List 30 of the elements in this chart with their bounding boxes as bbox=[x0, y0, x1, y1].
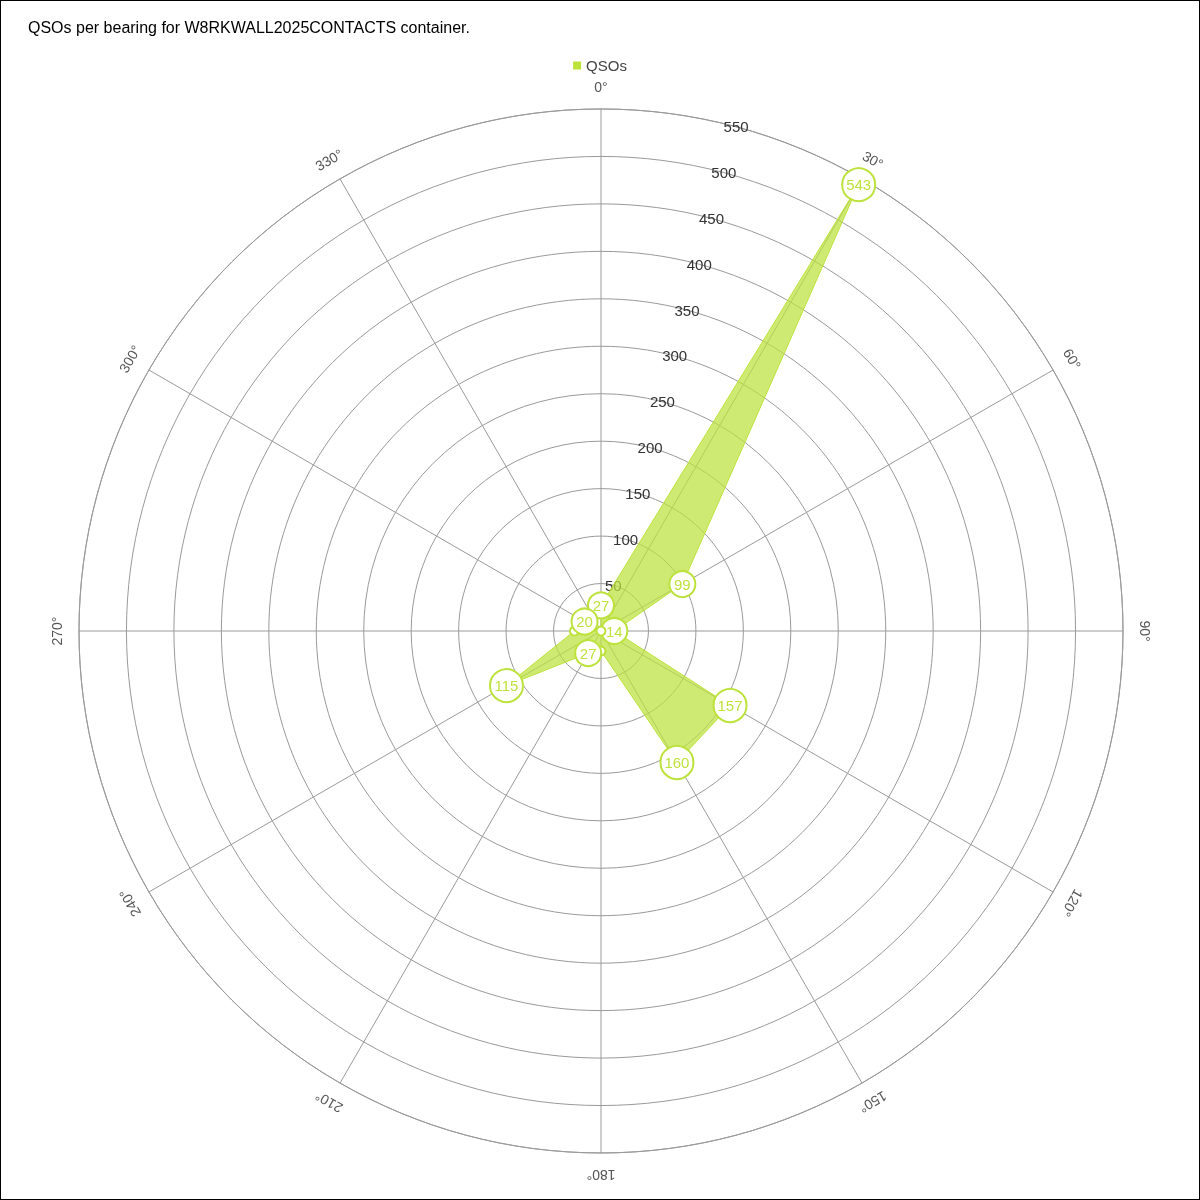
y-tick-label: 450 bbox=[699, 209, 725, 227]
y-tick-label: 150 bbox=[625, 484, 651, 502]
y-tick-label: 300 bbox=[662, 347, 688, 365]
y-tick-label: 250 bbox=[649, 393, 675, 411]
spoke-label: 30° bbox=[859, 147, 887, 173]
chart-title: QSOs per bearing for W8RKWALL2025CONTACTS container. bbox=[28, 18, 470, 36]
spoke-label: 270° bbox=[49, 616, 65, 646]
spoke-label: 90° bbox=[1137, 620, 1153, 642]
spoke-label: 330° bbox=[312, 145, 346, 175]
data-label: 160 bbox=[664, 754, 690, 772]
spoke-label: 60° bbox=[1059, 345, 1085, 373]
y-tick-label: 200 bbox=[637, 439, 663, 457]
data-label: 27 bbox=[579, 644, 597, 662]
spoke-label: 150° bbox=[856, 1087, 890, 1117]
data-label: 20 bbox=[576, 613, 593, 631]
y-tick-label: 400 bbox=[686, 255, 712, 273]
spoke-label: 180° bbox=[586, 1167, 616, 1183]
y-tick-label: 500 bbox=[711, 164, 737, 182]
y-tick-label: 350 bbox=[674, 301, 700, 319]
data-label: 14 bbox=[605, 622, 623, 640]
spoke-label: 210° bbox=[312, 1087, 346, 1117]
legend-label: QSOs bbox=[586, 57, 627, 74]
data-label: 115 bbox=[494, 677, 519, 695]
data-label: 543 bbox=[846, 176, 872, 194]
data-label: 27 bbox=[592, 596, 610, 614]
data-label: 157 bbox=[717, 697, 743, 714]
y-tick-label: 100 bbox=[613, 530, 639, 548]
y-tick-label: 550 bbox=[723, 118, 749, 136]
data-label: 99 bbox=[674, 575, 691, 593]
spoke-label: 0° bbox=[594, 79, 608, 95]
